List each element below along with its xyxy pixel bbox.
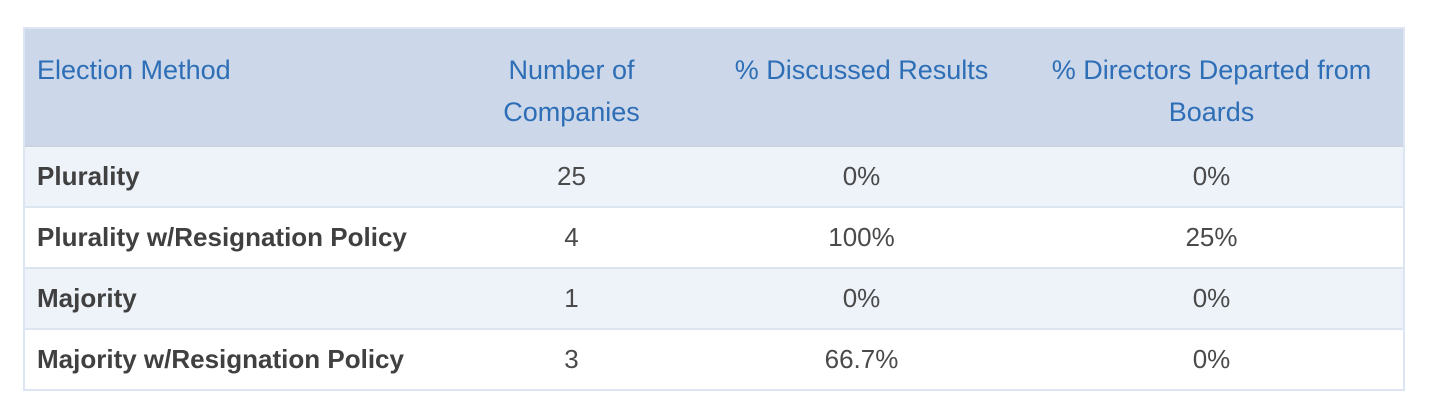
cell-directors-departed: 25% <box>1185 222 1238 252</box>
table-row: Plurality 25 0% 0% <box>25 145 1403 206</box>
cell-election-method: Plurality w/Resignation Policy <box>37 222 407 252</box>
cell-directors-departed: 0% <box>1192 344 1231 374</box>
column-header-directors-departed: % Directors Departed from Boards <box>1051 55 1372 127</box>
cell-number-of-companies: 25 <box>557 161 586 191</box>
column-header-number-of-companies: Number of Companies <box>503 55 640 127</box>
cell-discussed-results: 0% <box>842 161 881 191</box>
cell-discussed-results: 100% <box>828 222 895 252</box>
election-results-table: Election Method Number of Companies % Di… <box>23 27 1405 391</box>
cell-discussed-results: 0% <box>842 283 881 313</box>
table-header-row: Election Method Number of Companies % Di… <box>25 29 1403 145</box>
cell-election-method: Plurality <box>37 161 140 191</box>
cell-directors-departed: 0% <box>1192 161 1231 191</box>
cell-election-method: Majority w/Resignation Policy <box>37 344 404 374</box>
table-row: Majority w/Resignation Policy 3 66.7% 0% <box>25 328 1403 389</box>
table-row: Majority 1 0% 0% <box>25 267 1403 328</box>
cell-number-of-companies: 4 <box>564 222 579 252</box>
cell-number-of-companies: 1 <box>564 283 579 313</box>
cell-directors-departed: 0% <box>1192 283 1231 313</box>
table-row: Plurality w/Resignation Policy 4 100% 25… <box>25 206 1403 267</box>
cell-discussed-results: 66.7% <box>824 344 899 374</box>
cell-election-method: Majority <box>37 283 137 313</box>
column-header-discussed-results: % Discussed Results <box>734 55 989 85</box>
column-header-election-method: Election Method <box>37 55 231 85</box>
cell-number-of-companies: 3 <box>564 344 579 374</box>
